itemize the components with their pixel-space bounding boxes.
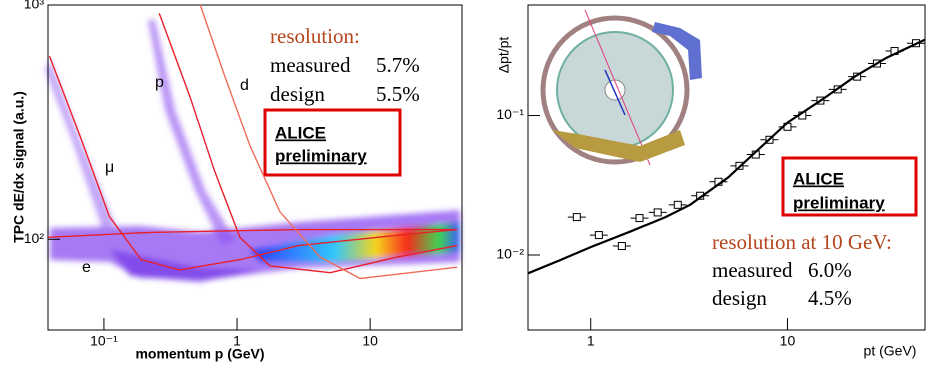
detector-core [604, 79, 626, 101]
point [572, 213, 581, 222]
point [635, 214, 644, 223]
box-text: preliminary [793, 193, 885, 212]
detector-ring [540, 15, 690, 165]
cloud-branch [148, 20, 235, 245]
curve-label: p [155, 74, 164, 91]
x-tick-label: 10 [780, 333, 796, 349]
curve [48, 55, 458, 271]
cloud-band [110, 250, 260, 282]
curve [158, 12, 458, 274]
x-tick-label: 1 [233, 333, 241, 349]
annotation: measured [270, 53, 351, 77]
box-text: ALICE [793, 169, 844, 188]
y-tick-label: 10⁻² [496, 246, 524, 262]
cloud-core [250, 222, 460, 262]
annotation: resolution: [270, 24, 360, 48]
box-text: ALICE [275, 123, 326, 142]
x-axis-label: momentum p (GeV) [135, 346, 264, 362]
annotation: 6.0% [808, 258, 852, 282]
particle-cloud [45, 20, 460, 282]
frame [527, 4, 926, 331]
annotation: 5.7% [376, 53, 420, 77]
track [584, 9, 651, 166]
curve-label: μ [105, 159, 114, 176]
preliminary-box [781, 156, 918, 217]
curve [527, 38, 926, 275]
annotation: resolution at 10 GeV: [712, 230, 892, 254]
y-tick-label: 10⁻¹ [496, 106, 524, 122]
point [653, 208, 662, 217]
curve [47, 228, 458, 238]
curve-label: e [82, 259, 91, 276]
detector-emcal [652, 22, 702, 80]
detector-calorimeter [552, 130, 685, 162]
annotation: 5.5% [376, 82, 420, 106]
frame [47, 4, 463, 331]
curve-label: d [240, 77, 249, 94]
point [594, 231, 603, 240]
x-axis-label: pt (GeV) [864, 343, 917, 359]
curve [199, 4, 458, 280]
annotation: 4.5% [808, 286, 852, 310]
detector-sketch [540, 9, 702, 166]
y-tick-label: 10³ [24, 0, 45, 12]
cloud-branch [45, 60, 115, 228]
annotation: measured [712, 258, 793, 282]
point [617, 242, 626, 251]
preliminary-box [263, 108, 402, 177]
y-axis-label: TPC dE/dx signal (a.u.) [11, 91, 27, 243]
annotation: design [270, 82, 325, 106]
box-text: preliminary [275, 146, 367, 165]
x-tick-label: 1 [587, 333, 595, 349]
point [673, 200, 682, 209]
x-tick-label: 10 [362, 333, 378, 349]
annotation: design [712, 286, 767, 310]
y-axis-label: Δpt/pt [496, 37, 512, 74]
y-tick-label: 10² [24, 230, 45, 246]
x-tick-label: 10⁻¹ [90, 333, 118, 349]
track [604, 69, 626, 116]
